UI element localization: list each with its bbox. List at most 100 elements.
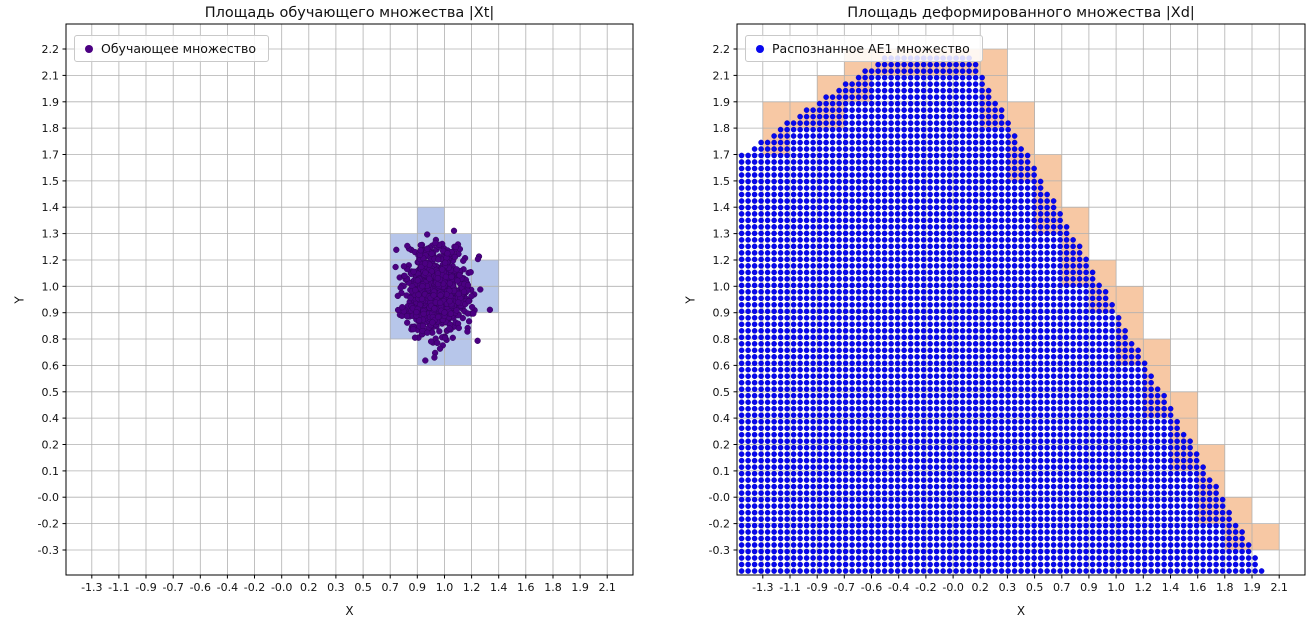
y-tick-label: 0.5 [713, 386, 731, 399]
y-tick-label: 0.1 [713, 465, 731, 478]
y-tick-labels: 2.2 2.1 1.9 1.8 1.7 1.5 1.4 1.3 1.2 1.0 0.9 0.8 0.6 0… [709, 43, 730, 557]
x-tick-label: 1.9 [1243, 581, 1261, 594]
axes-frame [736, 23, 1306, 576]
y-tick-label: 0.6 [713, 359, 731, 372]
y-tick-label: 0.9 [42, 307, 60, 320]
y-tick-label: -0.2 [38, 518, 59, 531]
x-tick-label: 0.7 [381, 581, 399, 594]
y-tick-label: 1.9 [42, 96, 60, 109]
x-tick-label: -1.3 [81, 581, 102, 594]
left-plot-canvas: -1.3 -1.1 -0.9 -0.7 -0.6 -0.4 -0.2 -0.0 0.2 0.3 0.… [38, 23, 634, 594]
x-tick-label: 1.8 [544, 581, 562, 594]
y-tick-label: 1.5 [713, 175, 731, 188]
y-tick-labels: 2.2 2.1 1.9 1.8 1.7 1.5 1.4 1.3 1.2 1.0 0.9 0.8 0.6 0… [38, 43, 59, 557]
y-tick-label: 0.5 [42, 386, 60, 399]
y-tick-label: 1.4 [42, 201, 60, 214]
x-tick-label: 0.9 [1080, 581, 1098, 594]
y-tick-label: 1.2 [42, 254, 60, 267]
y-tick-label: 0.1 [42, 465, 60, 478]
x-tick-label: 2.1 [1270, 581, 1288, 594]
y-tick-label: 2.1 [42, 69, 60, 82]
recognized-set-marker-icon [756, 44, 764, 53]
data-points [392, 227, 494, 364]
x-tick-labels: -1.3 -1.1 -0.9 -0.7 -0.6 -0.4 -0.2 -0.0 0.2 0.3 0.… [81, 581, 616, 594]
x-tick-label: -0.4 [217, 581, 238, 594]
x-tick-label: 1.6 [1189, 581, 1207, 594]
y-tick-label: 0.9 [713, 307, 731, 320]
y-tick-label: 0.8 [42, 333, 60, 346]
x-tick-label: 0.9 [409, 581, 427, 594]
right-plot-canvas: -1.3 -1.1 -0.9 -0.7 -0.6 -0.4 -0.2 -0.0 0.2 0.3 0.… [709, 23, 1306, 594]
right-plot-legend-label: Распознанное АЕ1 множество [772, 41, 970, 56]
y-tick-label: 1.9 [713, 96, 731, 109]
y-tick-label: 1.5 [42, 175, 60, 188]
x-tick-label: 1.6 [517, 581, 535, 594]
left-plot-xlabel: X [345, 604, 354, 618]
x-tick-label: -0.2 [244, 581, 265, 594]
x-tick-label: 0.3 [327, 581, 345, 594]
x-tick-label: -0.9 [806, 581, 827, 594]
right-plot-xlabel: X [1016, 604, 1026, 618]
y-tick-label: 2.2 [713, 43, 731, 56]
y-tick-label: 0.2 [42, 439, 60, 452]
x-tick-label: 1.0 [1107, 581, 1125, 594]
y-tick-label: 1.3 [42, 228, 60, 241]
x-tick-label: 1.9 [571, 581, 589, 594]
x-tick-label: -1.1 [779, 581, 800, 594]
x-tick-label: 1.4 [1162, 581, 1180, 594]
y-tick-label: 1.3 [713, 228, 731, 241]
x-tick-label: -0.7 [834, 581, 855, 594]
x-tick-label: 1.4 [490, 581, 508, 594]
x-tick-label: -1.1 [108, 581, 129, 594]
left-plot-ylabel: Y [12, 296, 27, 304]
left-plot-legend: Обучающее множество [74, 35, 270, 62]
x-tick-label: -0.4 [888, 581, 909, 594]
x-tick-label: 1.8 [1216, 581, 1234, 594]
tick-marks [733, 48, 1280, 579]
axes-frame [65, 23, 634, 576]
x-tick-label: 1.0 [436, 581, 454, 594]
x-tick-label: -0.2 [915, 581, 936, 594]
y-tick-label: 0.4 [713, 412, 731, 425]
x-tick-label: -0.6 [190, 581, 211, 594]
y-tick-label: 0.4 [42, 412, 60, 425]
x-tick-label: -0.0 [271, 581, 292, 594]
y-tick-label: 1.0 [42, 280, 60, 293]
training-set-marker-icon [85, 44, 93, 53]
x-tick-label: 0.5 [354, 581, 372, 594]
y-tick-label: -0.3 [709, 544, 730, 557]
x-tick-label: 0.2 [300, 581, 318, 594]
left-plot-legend-label: Обучающее множество [101, 41, 257, 56]
y-tick-label: 1.2 [713, 254, 731, 267]
data-points [738, 55, 1265, 574]
x-tick-label: 2.1 [598, 581, 616, 594]
y-tick-label: 1.7 [713, 149, 731, 162]
x-tick-label: 0.2 [971, 581, 989, 594]
x-tick-label: -0.0 [942, 581, 963, 594]
y-tick-label: -0.3 [38, 544, 59, 557]
y-tick-label: -0.0 [38, 491, 59, 504]
x-tick-label: 1.2 [463, 581, 481, 594]
x-tick-label: 0.5 [1026, 581, 1044, 594]
right-plot-legend: Распознанное АЕ1 множество [745, 35, 983, 62]
right-plot-ylabel: Y [683, 296, 698, 304]
y-tick-label: 2.2 [42, 43, 60, 56]
right-plot-title: Площадь деформированного множества |Xd| [847, 5, 1195, 21]
x-tick-label: 1.2 [1135, 581, 1153, 594]
x-tick-label: 0.7 [1053, 581, 1071, 594]
y-tick-label: 1.8 [42, 122, 60, 135]
grid-lines [66, 24, 633, 575]
tick-marks [62, 48, 608, 579]
y-tick-label: 0.8 [713, 333, 731, 346]
x-tick-label: -0.6 [861, 581, 882, 594]
x-tick-label: -0.9 [135, 581, 156, 594]
x-tick-label: -0.7 [162, 581, 183, 594]
y-tick-label: 0.6 [42, 359, 60, 372]
y-tick-label: 1.4 [713, 201, 731, 214]
x-tick-labels: -1.3 -1.1 -0.9 -0.7 -0.6 -0.4 -0.2 -0.0 0.2 0.3 0.… [752, 581, 1288, 594]
left-plot-title: Площадь обучающего множества |Xt| [204, 5, 495, 21]
y-tick-label: 1.7 [42, 149, 60, 162]
y-tick-label: 0.2 [713, 439, 731, 452]
x-tick-label: -1.3 [752, 581, 773, 594]
